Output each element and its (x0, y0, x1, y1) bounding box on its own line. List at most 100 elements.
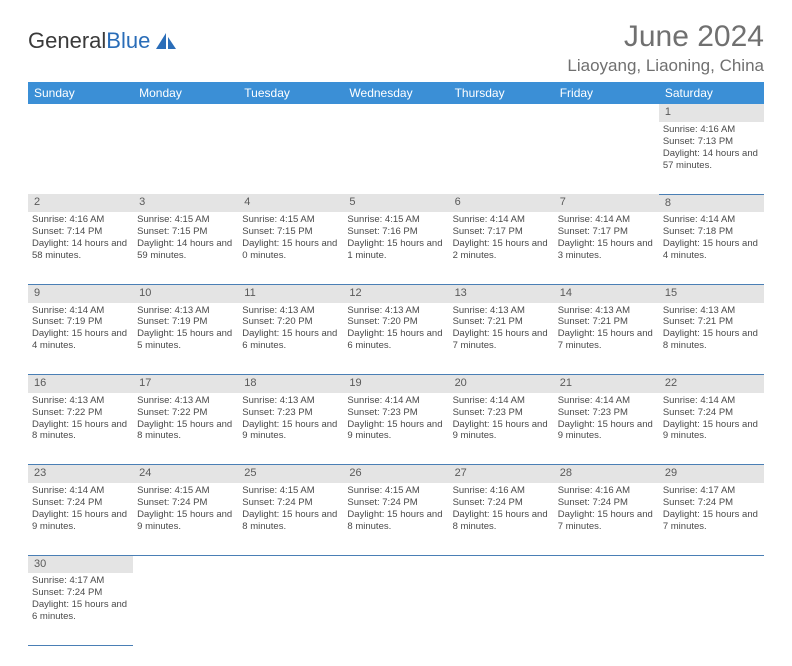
sunset-text: Sunset: 7:24 PM (558, 497, 655, 509)
day-cell: Sunrise: 4:14 AMSunset: 7:23 PMDaylight:… (554, 393, 659, 465)
day-cell: Sunrise: 4:14 AMSunset: 7:19 PMDaylight:… (28, 303, 133, 375)
day-cell (343, 573, 448, 645)
sunrise-text: Sunrise: 4:14 AM (663, 395, 760, 407)
logo-text-blue: Blue (106, 28, 150, 54)
sunrise-text: Sunrise: 4:16 AM (32, 214, 129, 226)
day-number: 13 (449, 284, 554, 302)
day-number (133, 555, 238, 573)
sunset-text: Sunset: 7:19 PM (137, 316, 234, 328)
daylight-text: Daylight: 14 hours and 59 minutes. (137, 238, 234, 262)
daylight-text: Daylight: 15 hours and 5 minutes. (137, 328, 234, 352)
day-number (449, 555, 554, 573)
day-cell: Sunrise: 4:16 AMSunset: 7:24 PMDaylight:… (554, 483, 659, 555)
day-cell: Sunrise: 4:14 AMSunset: 7:23 PMDaylight:… (449, 393, 554, 465)
day-number (343, 555, 448, 573)
sunrise-text: Sunrise: 4:13 AM (558, 305, 655, 317)
sunrise-text: Sunrise: 4:14 AM (453, 395, 550, 407)
day-cell (659, 573, 764, 645)
content-row: Sunrise: 4:14 AMSunset: 7:19 PMDaylight:… (28, 303, 764, 375)
day-cell: Sunrise: 4:13 AMSunset: 7:19 PMDaylight:… (133, 303, 238, 375)
day-number: 23 (28, 465, 133, 483)
day-header: Tuesday (238, 82, 343, 104)
day-number: 22 (659, 375, 764, 393)
day-number: 11 (238, 284, 343, 302)
daylight-text: Daylight: 15 hours and 7 minutes. (453, 328, 550, 352)
content-row: Sunrise: 4:17 AMSunset: 7:24 PMDaylight:… (28, 573, 764, 645)
sunset-text: Sunset: 7:21 PM (663, 316, 760, 328)
day-cell: Sunrise: 4:13 AMSunset: 7:21 PMDaylight:… (659, 303, 764, 375)
daylight-text: Daylight: 15 hours and 9 minutes. (242, 419, 339, 443)
sunset-text: Sunset: 7:14 PM (32, 226, 129, 238)
daylight-text: Daylight: 15 hours and 7 minutes. (663, 509, 760, 533)
sunset-text: Sunset: 7:24 PM (137, 497, 234, 509)
sunset-text: Sunset: 7:23 PM (453, 407, 550, 419)
sunset-text: Sunset: 7:23 PM (242, 407, 339, 419)
sunrise-text: Sunrise: 4:15 AM (137, 214, 234, 226)
day-cell: Sunrise: 4:14 AMSunset: 7:18 PMDaylight:… (659, 212, 764, 284)
day-number: 10 (133, 284, 238, 302)
day-number (449, 104, 554, 122)
day-number: 7 (554, 194, 659, 212)
daylight-text: Daylight: 15 hours and 3 minutes. (558, 238, 655, 262)
month-title: June 2024 (567, 20, 764, 54)
sunset-text: Sunset: 7:22 PM (137, 407, 234, 419)
daylight-text: Daylight: 15 hours and 8 minutes. (453, 509, 550, 533)
day-number: 29 (659, 465, 764, 483)
day-cell: Sunrise: 4:15 AMSunset: 7:24 PMDaylight:… (238, 483, 343, 555)
day-cell (238, 122, 343, 194)
day-number: 2 (28, 194, 133, 212)
day-cell (449, 122, 554, 194)
sunset-text: Sunset: 7:24 PM (663, 407, 760, 419)
daylight-text: Daylight: 15 hours and 8 minutes. (242, 509, 339, 533)
daylight-text: Daylight: 15 hours and 7 minutes. (558, 509, 655, 533)
sunrise-text: Sunrise: 4:13 AM (242, 305, 339, 317)
daylight-text: Daylight: 15 hours and 9 minutes. (32, 509, 129, 533)
sunset-text: Sunset: 7:17 PM (453, 226, 550, 238)
sunset-text: Sunset: 7:18 PM (663, 226, 760, 238)
sunset-text: Sunset: 7:20 PM (347, 316, 444, 328)
sunrise-text: Sunrise: 4:13 AM (663, 305, 760, 317)
day-cell: Sunrise: 4:17 AMSunset: 7:24 PMDaylight:… (28, 573, 133, 645)
day-cell: Sunrise: 4:15 AMSunset: 7:15 PMDaylight:… (238, 212, 343, 284)
sunset-text: Sunset: 7:21 PM (558, 316, 655, 328)
day-cell: Sunrise: 4:14 AMSunset: 7:17 PMDaylight:… (449, 212, 554, 284)
sunrise-text: Sunrise: 4:14 AM (558, 395, 655, 407)
daylight-text: Daylight: 15 hours and 0 minutes. (242, 238, 339, 262)
sunrise-text: Sunrise: 4:16 AM (453, 485, 550, 497)
day-header: Wednesday (343, 82, 448, 104)
day-header-row: SundayMondayTuesdayWednesdayThursdayFrid… (28, 82, 764, 104)
day-number (28, 104, 133, 122)
daylight-text: Daylight: 15 hours and 6 minutes. (242, 328, 339, 352)
day-number (238, 104, 343, 122)
daylight-text: Daylight: 15 hours and 8 minutes. (137, 419, 234, 443)
day-cell: Sunrise: 4:16 AMSunset: 7:14 PMDaylight:… (28, 212, 133, 284)
day-number (554, 555, 659, 573)
day-cell: Sunrise: 4:15 AMSunset: 7:15 PMDaylight:… (133, 212, 238, 284)
sunrise-text: Sunrise: 4:14 AM (558, 214, 655, 226)
daylight-text: Daylight: 15 hours and 7 minutes. (558, 328, 655, 352)
day-cell: Sunrise: 4:13 AMSunset: 7:20 PMDaylight:… (343, 303, 448, 375)
day-cell (28, 122, 133, 194)
sunrise-text: Sunrise: 4:13 AM (32, 395, 129, 407)
daylight-text: Daylight: 15 hours and 1 minute. (347, 238, 444, 262)
sunrise-text: Sunrise: 4:13 AM (242, 395, 339, 407)
day-number: 25 (238, 465, 343, 483)
day-number: 26 (343, 465, 448, 483)
sunset-text: Sunset: 7:20 PM (242, 316, 339, 328)
daylight-text: Daylight: 15 hours and 9 minutes. (663, 419, 760, 443)
day-number: 4 (238, 194, 343, 212)
day-number (133, 104, 238, 122)
daynum-row: 9101112131415 (28, 284, 764, 302)
day-number: 9 (28, 284, 133, 302)
day-number: 28 (554, 465, 659, 483)
sunset-text: Sunset: 7:17 PM (558, 226, 655, 238)
sunrise-text: Sunrise: 4:14 AM (453, 214, 550, 226)
sunrise-text: Sunrise: 4:13 AM (347, 305, 444, 317)
day-cell: Sunrise: 4:17 AMSunset: 7:24 PMDaylight:… (659, 483, 764, 555)
day-cell: Sunrise: 4:15 AMSunset: 7:16 PMDaylight:… (343, 212, 448, 284)
day-header: Saturday (659, 82, 764, 104)
day-number: 30 (28, 555, 133, 573)
day-header: Sunday (28, 82, 133, 104)
sunset-text: Sunset: 7:23 PM (347, 407, 444, 419)
sunset-text: Sunset: 7:24 PM (663, 497, 760, 509)
